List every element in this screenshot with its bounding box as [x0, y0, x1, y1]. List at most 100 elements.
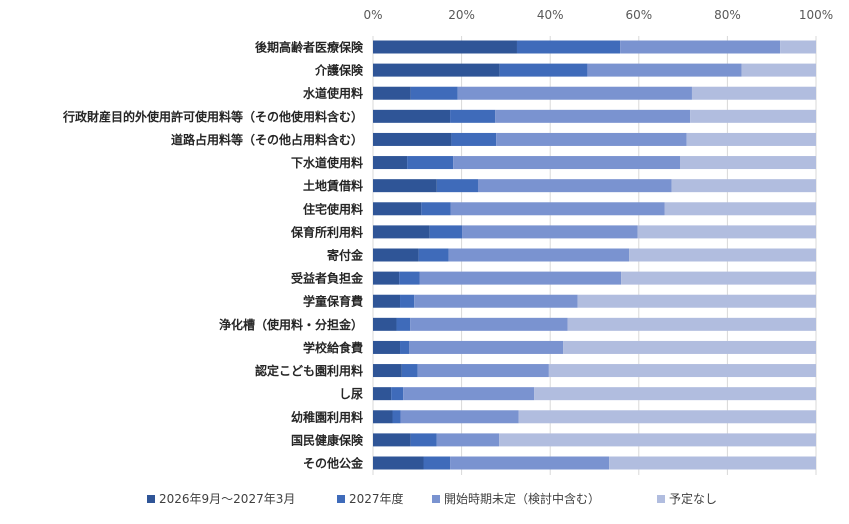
bar-segment-2 — [499, 63, 588, 77]
bar-segment-3 — [450, 202, 665, 216]
bar-segment-1 — [373, 364, 402, 378]
bar-segment-2 — [401, 364, 418, 378]
category-label: 介護保険 — [314, 63, 364, 78]
bar-segment-2 — [436, 179, 478, 193]
x-tick-label: 0% — [363, 8, 382, 22]
bar-segment-2 — [400, 340, 410, 354]
legend-swatch — [337, 495, 345, 503]
bar-segment-2 — [410, 433, 437, 447]
category-label: 学校給食費 — [303, 340, 363, 355]
bar-segment-1 — [373, 271, 400, 285]
category-label: 土地賃借料 — [303, 178, 363, 193]
bar-segment-1 — [373, 433, 411, 447]
bar-segment-1 — [373, 340, 401, 354]
bar-segment-3 — [457, 86, 692, 100]
bar-segment-4 — [690, 109, 816, 123]
bar-segment-4 — [518, 410, 816, 424]
bar-segment-2 — [392, 410, 401, 424]
bar-segment-2 — [421, 202, 451, 216]
bar-segment-1 — [373, 86, 411, 100]
bar-segment-1 — [373, 179, 437, 193]
bar-segment-2 — [450, 109, 496, 123]
bar-segment-4 — [691, 86, 816, 100]
legend-label: 開始時期未定（検討中含む） — [444, 491, 600, 506]
bar-segment-4 — [621, 271, 816, 285]
x-tick-label: 40% — [537, 8, 564, 22]
category-label: 学童保育費 — [303, 294, 363, 309]
bar-segment-3 — [620, 40, 781, 54]
bar-segment-1 — [373, 387, 392, 401]
bar-segment-2 — [399, 271, 420, 285]
bar-segment-1 — [373, 109, 451, 123]
category-label: 国民健康保険 — [291, 432, 364, 447]
bar-segment-4 — [548, 364, 816, 378]
bar-segment-2 — [391, 387, 404, 401]
bar-segment-2 — [429, 225, 463, 239]
bar-segment-3 — [453, 156, 680, 170]
category-label: 保育所利用料 — [290, 224, 363, 239]
bar-segment-1 — [373, 225, 430, 239]
x-tick-label: 100% — [799, 8, 833, 22]
bar-segment-1 — [373, 456, 424, 470]
category-label: 行政財産目的外使用許可使用料等（その他使用料含む） — [62, 109, 363, 124]
bar-segment-2 — [418, 248, 449, 262]
bar-segment-3 — [403, 387, 535, 401]
bar-segment-1 — [373, 410, 393, 424]
bar-segment-4 — [686, 132, 816, 146]
legend-swatch — [432, 495, 440, 503]
x-tick-label: 60% — [625, 8, 652, 22]
bar-segment-4 — [741, 63, 816, 77]
bar-segment-3 — [477, 179, 672, 193]
bar-segment-4 — [577, 294, 816, 308]
bar-segment-4 — [567, 317, 816, 331]
category-label: 住宅使用料 — [303, 201, 363, 216]
bar-segment-3 — [436, 433, 500, 447]
category-label: 寄付金 — [327, 248, 364, 263]
x-tick-label: 20% — [448, 8, 475, 22]
bar-segment-3 — [419, 271, 622, 285]
category-label: 水道使用料 — [303, 86, 363, 101]
category-label: その他公金 — [303, 456, 364, 471]
bar-segment-2 — [451, 132, 497, 146]
bar-segment-3 — [417, 364, 549, 378]
category-label: 下水道使用料 — [291, 155, 363, 170]
bar-segment-2 — [396, 317, 411, 331]
bar-segment-4 — [637, 225, 816, 239]
category-label: 道路占用料等（その他占用料含む） — [171, 132, 363, 147]
bar-segment-1 — [373, 317, 397, 331]
bar-segment-3 — [450, 456, 610, 470]
bar-segment-4 — [679, 156, 816, 170]
category-label: し尿 — [339, 386, 363, 401]
bar-segment-1 — [373, 202, 422, 216]
category-label: 幼稚園利用料 — [291, 409, 363, 424]
bar-segment-2 — [410, 86, 458, 100]
bar-segment-3 — [409, 340, 564, 354]
bar-segment-2 — [400, 294, 415, 308]
bar-segment-1 — [373, 132, 452, 146]
bar-segment-4 — [671, 179, 816, 193]
bar-segment-2 — [407, 156, 454, 170]
category-label: 後期高齢者医療保険 — [255, 40, 364, 55]
bar-segment-3 — [400, 410, 519, 424]
bar-segment-4 — [563, 340, 816, 354]
bar-segment-3 — [414, 294, 578, 308]
legend-swatch — [657, 495, 665, 503]
bar-segment-3 — [410, 317, 568, 331]
bar-segment-4 — [609, 456, 816, 470]
legend-label: 2027年度 — [349, 491, 404, 506]
bar-segment-3 — [448, 248, 630, 262]
category-label: 浄化槽（使用料・分担金） — [219, 317, 363, 332]
bar-segment-1 — [373, 40, 517, 54]
bar-segment-4 — [629, 248, 816, 262]
legend-label: 2026年9月～2027年3月 — [159, 492, 295, 506]
bar-segment-1 — [373, 248, 419, 262]
bar-segment-1 — [373, 294, 401, 308]
legend-swatch — [147, 495, 155, 503]
bar-segment-2 — [423, 456, 451, 470]
bar-segment-2 — [516, 40, 621, 54]
category-label: 受益者負担金 — [291, 271, 364, 286]
bar-segment-3 — [496, 132, 687, 146]
bar-segment-3 — [495, 109, 691, 123]
